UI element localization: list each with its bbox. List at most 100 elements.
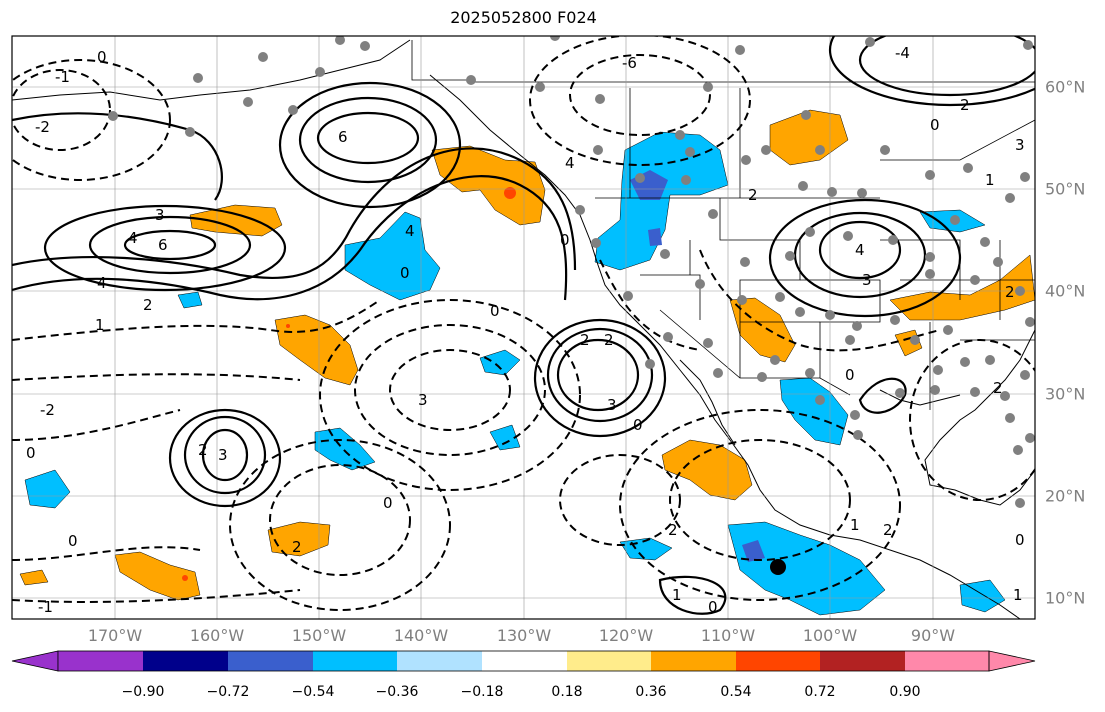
contour-label: 4	[405, 222, 415, 240]
contour-label: 6	[158, 236, 168, 254]
positive-contours	[12, 36, 1035, 615]
contour-label: 1	[95, 316, 105, 334]
colorbar-tick-label: −0.36	[375, 684, 419, 700]
colorbar-extend-low	[11, 650, 59, 672]
negative-anomaly-region	[314, 427, 376, 471]
negative-anomaly-region	[479, 349, 521, 376]
lon-label: 140°W	[393, 626, 449, 645]
colorbar-segment	[651, 651, 736, 671]
contour-label-layer: 0 -1 -2 6 4 6 3 4 2 1 4 0 0 3 -2 0 3 2 0…	[26, 44, 1025, 616]
lat-label: 10°N	[1045, 588, 1086, 608]
positive-anomaly-region	[769, 109, 849, 166]
lat-label: 50°N	[1045, 179, 1086, 199]
lon-label: 160°W	[189, 626, 245, 645]
contour-label: 1	[1013, 586, 1023, 604]
contour-label: -1	[55, 68, 70, 86]
contour-label: 0	[560, 231, 570, 249]
contour-label: 0	[490, 302, 500, 320]
colorbar-tick-label: 0.54	[720, 684, 752, 700]
contour-label: 2	[1005, 283, 1015, 301]
lat-label: 20°N	[1045, 486, 1086, 506]
negative-anomaly-region	[779, 377, 849, 446]
contour-label: -2	[35, 118, 50, 136]
lon-label: 100°W	[802, 626, 858, 645]
strong-positive-core	[286, 324, 290, 328]
strong-negative-core	[648, 228, 662, 246]
contour-label: 0	[383, 494, 393, 512]
contour-label: 2	[960, 96, 970, 114]
negative-anomaly-region	[24, 469, 71, 509]
contour-label: 3	[1015, 136, 1025, 154]
contour-label: -2	[40, 401, 55, 419]
contour-label: 1	[672, 586, 682, 604]
colorbar-segment	[228, 651, 313, 671]
lon-label: 130°W	[496, 626, 552, 645]
colorbar-tick-label: −0.18	[460, 684, 504, 700]
lat-label: 60°N	[1045, 77, 1086, 97]
strong-negative-core	[742, 540, 765, 562]
contour-label: 3	[155, 206, 165, 224]
colorbar-tick-label: −0.90	[121, 684, 165, 700]
contour-label: 0	[708, 598, 718, 616]
negative-anomaly-region	[727, 521, 886, 616]
station-markers	[108, 36, 1035, 508]
colorbar-tick-label: 0.18	[551, 684, 583, 700]
colorbar-segment	[905, 651, 989, 671]
contour-label: 0	[930, 116, 940, 134]
contour-label: 3	[607, 396, 617, 414]
colorbar-segment	[397, 651, 482, 671]
contour-label: 0	[26, 444, 36, 462]
graticule	[12, 36, 1035, 619]
colorbar-tick-label: 0.36	[635, 684, 667, 700]
contour-label: 0	[97, 48, 107, 66]
lon-label: 90°W	[910, 626, 956, 645]
colorbar-segment	[143, 651, 228, 671]
contour-label: -6	[622, 54, 637, 72]
contour-label: 2	[668, 521, 678, 539]
strong-positive-core	[504, 187, 516, 199]
contour-label: 3	[862, 271, 872, 289]
colorbar	[11, 650, 1036, 672]
contour-label: 2	[580, 331, 590, 349]
colorbar-segment	[313, 651, 397, 671]
positive-anomaly-region	[274, 314, 359, 386]
plot-area	[12, 36, 1035, 619]
colorbar-tick-label: 0.72	[804, 684, 836, 700]
coastlines	[12, 39, 1035, 619]
contour-label: 2	[883, 521, 893, 539]
colorbar-segment	[567, 651, 651, 671]
contour-label: 4	[565, 154, 575, 172]
contour-label: 2	[604, 331, 614, 349]
colorbar-tick-label: −0.54	[291, 684, 335, 700]
lon-label: 170°W	[87, 626, 143, 645]
positive-anomaly-region	[189, 204, 283, 237]
contour-label: 3	[218, 446, 228, 464]
lon-label: 150°W	[291, 626, 347, 645]
contour-label: 1	[985, 171, 995, 189]
center-marker	[770, 559, 786, 575]
positive-anomaly-region	[114, 551, 201, 601]
positive-anomaly-region	[19, 569, 49, 586]
contour-label: -1	[38, 598, 53, 616]
lat-label: 40°N	[1045, 281, 1086, 301]
negative-anomaly-region	[489, 424, 521, 451]
contour-label: 1	[850, 516, 860, 534]
contour-label: 0	[68, 532, 78, 550]
negative-contours	[12, 36, 1035, 611]
contour-label: 3	[418, 391, 428, 409]
contour-label: 2	[292, 538, 302, 556]
positive-anomaly-region	[267, 521, 331, 557]
lat-label: 30°N	[1045, 384, 1086, 404]
lon-label: 120°W	[598, 626, 654, 645]
colorbar-segment	[482, 651, 567, 671]
contour-label: 0	[845, 366, 855, 384]
borders	[411, 40, 1035, 410]
negative-anomaly-region	[344, 211, 441, 301]
contour-label: 0	[400, 264, 410, 282]
contour-label: 2	[143, 296, 153, 314]
colorbar-tick-label: 0.90	[889, 684, 921, 700]
colorbar-extend-high	[988, 650, 1036, 672]
plot-frame	[11, 35, 1036, 620]
contour-label: -4	[895, 44, 910, 62]
